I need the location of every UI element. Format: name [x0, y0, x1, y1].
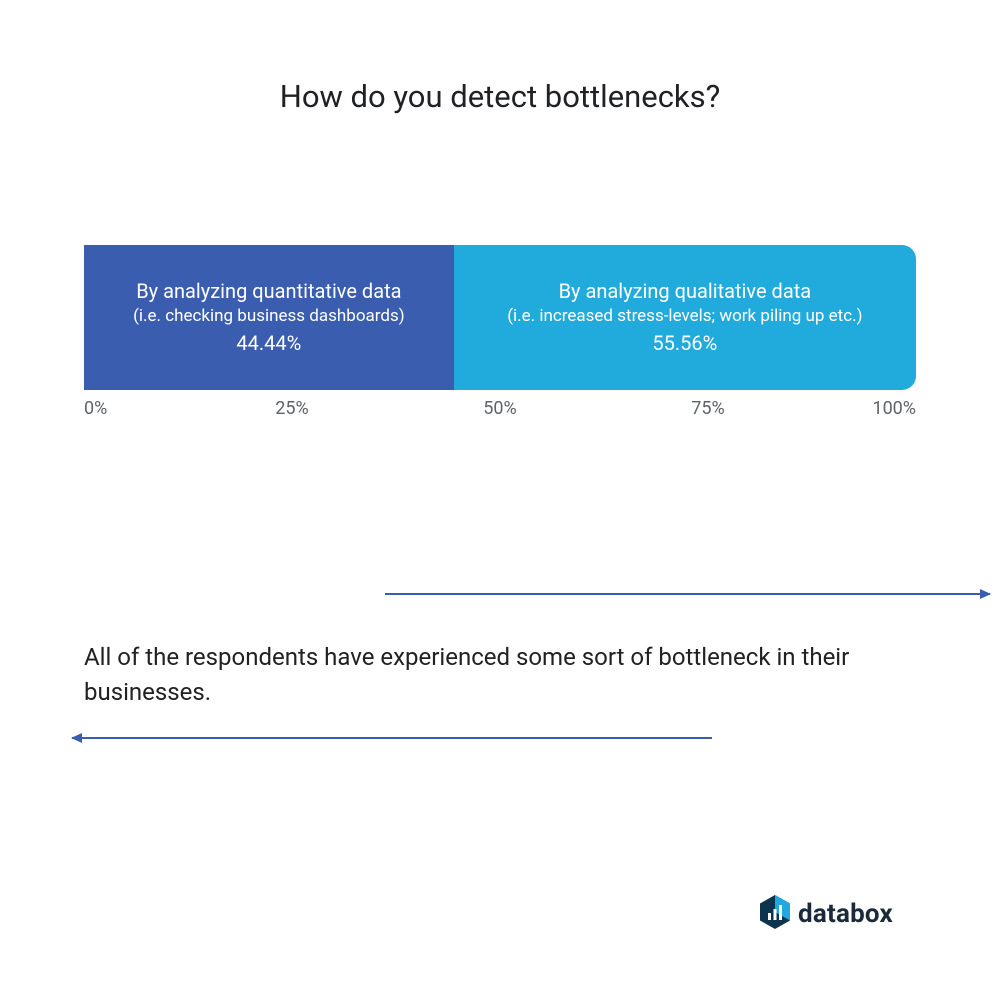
axis-tick: 0% [84, 398, 107, 419]
segment-percent: 55.56% [652, 330, 717, 357]
infographic-canvas: How do you detect bottlenecks? By analyz… [0, 0, 1000, 1000]
brand-logo-text: databox [798, 899, 893, 929]
x-axis: 0% 25% 50% 75% 100% [84, 398, 916, 422]
axis-tick: 75% [691, 398, 724, 419]
segment-subtext: (i.e. checking business dashboards) [133, 305, 405, 328]
axis-tick: 25% [275, 398, 308, 419]
segment-headline: By analyzing quantitative data [136, 278, 401, 305]
decorative-arrow-right [385, 593, 990, 595]
stacked-bar-chart: By analyzing quantitative data (i.e. che… [84, 245, 916, 422]
segment-percent: 44.44% [236, 330, 301, 357]
decorative-arrow-left [72, 737, 712, 739]
chart-title: How do you detect bottlenecks? [0, 78, 1000, 115]
bar-segment-qualitative: By analyzing qualitative data (i.e. incr… [454, 245, 916, 390]
bar-track: By analyzing quantitative data (i.e. che… [84, 245, 916, 390]
segment-headline: By analyzing qualitative data [559, 278, 812, 305]
segment-subtext: (i.e. increased stress-levels; work pili… [507, 305, 862, 328]
caption-text: All of the respondents have experienced … [84, 640, 916, 710]
bar-segment-quantitative: By analyzing quantitative data (i.e. che… [84, 245, 454, 390]
databox-hex-icon [760, 895, 790, 933]
axis-tick: 50% [483, 398, 516, 419]
brand-logo: databox [760, 895, 893, 933]
axis-tick: 100% [872, 398, 916, 419]
